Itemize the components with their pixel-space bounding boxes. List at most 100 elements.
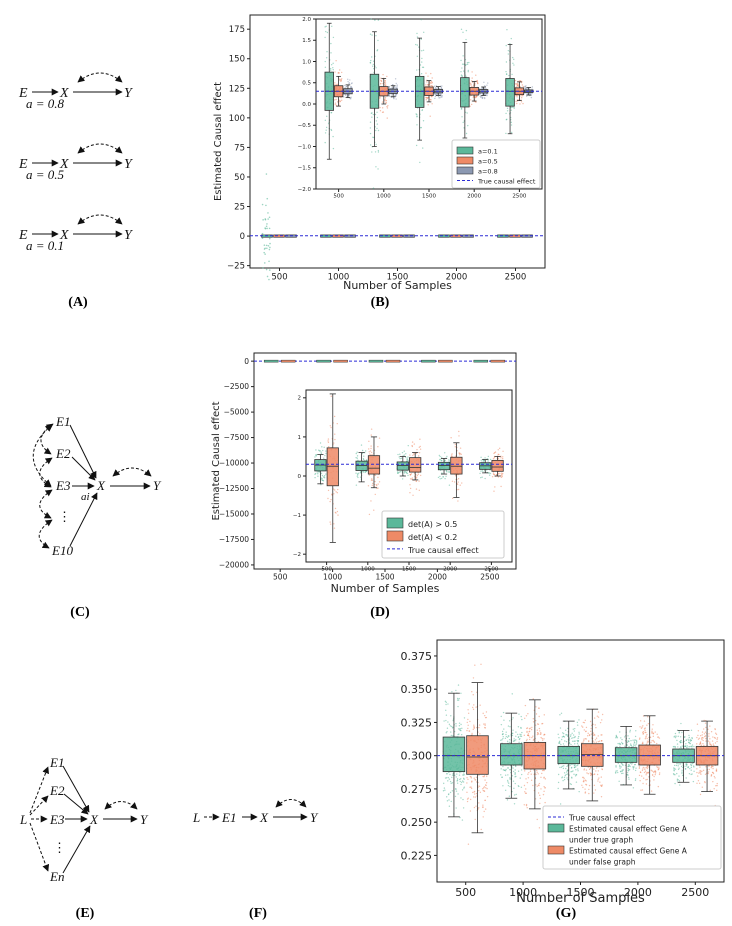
jitter-point: [451, 776, 453, 779]
jitter-point: [419, 64, 422, 66]
jitter-point: [652, 724, 654, 726]
jitter-point: [332, 67, 334, 69]
node-dots: ⋮: [58, 509, 71, 524]
jitter-point: [268, 216, 271, 219]
jitter-point: [416, 36, 419, 38]
jitter-point: [674, 782, 676, 785]
jitter-point: [324, 36, 326, 39]
legend-box: [542, 805, 722, 870]
jitter-point: [480, 459, 482, 461]
jitter-point: [533, 769, 535, 771]
jitter-point: [681, 769, 683, 771]
jitter-point: [378, 481, 381, 483]
jitter-point: [707, 771, 710, 773]
jitter-point: [704, 735, 707, 737]
jitter-point: [538, 715, 540, 718]
jitter-point: [519, 733, 521, 736]
jitter-point: [583, 729, 585, 731]
jitter-point: [615, 734, 618, 737]
jitter-point: [329, 521, 331, 523]
panel-label-g: (G): [556, 906, 577, 921]
jitter-point: [701, 734, 703, 736]
jitter-point: [686, 745, 689, 747]
jitter-point: [634, 778, 637, 780]
jitter-point: [634, 763, 636, 766]
jitter-point: [475, 776, 478, 778]
jitter-point: [640, 727, 643, 729]
jitter-point: [456, 782, 459, 784]
jitter-point: [505, 119, 508, 121]
jitter-point: [448, 778, 451, 780]
y-tick-label: 1: [298, 435, 302, 441]
jitter-point: [641, 726, 643, 728]
jitter-point: [588, 734, 591, 736]
jitter-point: [561, 765, 564, 768]
jitter-point: [468, 703, 470, 705]
jitter-point: [673, 764, 676, 767]
jitter-point: [361, 449, 364, 452]
jitter-point: [650, 741, 652, 744]
jitter-point: [532, 735, 534, 737]
jitter-point: [701, 786, 704, 788]
jitter-point: [415, 488, 418, 490]
jitter-point: [597, 735, 599, 737]
box: [638, 744, 661, 766]
jitter-point: [522, 102, 524, 105]
jitter-point: [493, 456, 496, 459]
x-tick-label: 1000: [323, 573, 342, 582]
jitter-point: [335, 98, 337, 101]
jitter-point: [460, 71, 462, 73]
jitter-point: [457, 705, 459, 708]
jitter-point: [451, 480, 454, 482]
jitter-point: [350, 82, 353, 85]
y-tick-label: −1: [293, 513, 301, 519]
jitter-point: [463, 717, 466, 719]
jitter-point: [691, 762, 694, 765]
jitter-point: [521, 718, 523, 721]
jitter-point: [480, 828, 482, 831]
jitter-point: [582, 786, 584, 789]
jitter-point: [543, 776, 545, 778]
jitter-point: [377, 149, 380, 152]
jitter-point: [595, 726, 597, 729]
jitter-point: [463, 127, 465, 129]
jitter-point: [715, 733, 718, 736]
jitter-point: [518, 741, 520, 744]
jitter-point: [349, 97, 351, 100]
node-y: Y: [153, 478, 162, 493]
jitter-point: [508, 74, 510, 77]
jitter-point: [384, 96, 387, 99]
jitter-point: [566, 735, 569, 738]
jitter-point: [508, 720, 511, 722]
jitter-point: [584, 738, 587, 740]
jitter-point: [448, 793, 450, 795]
jitter-point: [478, 774, 480, 776]
jitter-point: [357, 476, 359, 479]
jitter-point: [261, 237, 264, 239]
jitter-point: [486, 84, 488, 86]
jitter-point: [498, 447, 501, 450]
jitter-point: [509, 777, 511, 779]
jitter-point: [318, 471, 320, 473]
jitter-point: [443, 787, 446, 789]
jitter-point: [337, 71, 340, 74]
jitter-point: [410, 473, 413, 475]
jitter-point: [615, 766, 617, 768]
jitter-point: [509, 785, 511, 788]
jitter-point: [628, 765, 630, 768]
node-e: E: [18, 228, 28, 243]
jitter-point: [268, 260, 270, 263]
jitter-point: [511, 106, 514, 108]
jitter-point: [510, 37, 512, 40]
jitter-point: [450, 731, 452, 733]
jitter-point: [421, 61, 423, 63]
jitter-point: [638, 766, 641, 768]
jitter-point: [315, 453, 318, 456]
jitter-point: [478, 802, 480, 804]
jitter-point: [465, 132, 468, 135]
jitter-point: [674, 747, 676, 749]
jitter-point: [350, 96, 352, 98]
jitter-point: [647, 722, 650, 725]
jitter-point: [688, 736, 690, 739]
